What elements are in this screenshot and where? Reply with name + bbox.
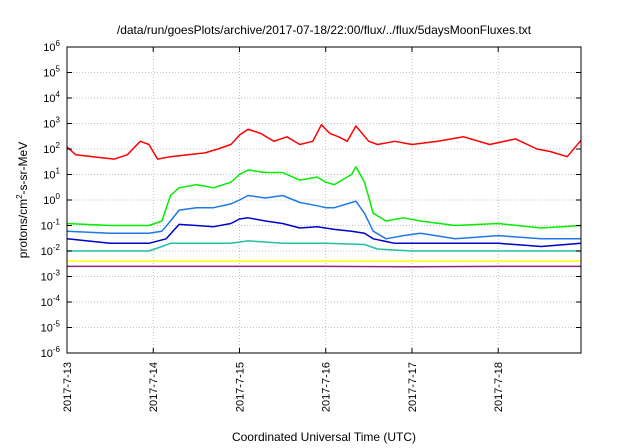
y-tick-label: 100 <box>43 192 60 207</box>
y-tick-exponent: 4 <box>56 90 61 99</box>
x-tick-label: 2017-7-18 <box>493 362 505 412</box>
series-line-4 <box>66 217 582 248</box>
y-tick-exponent: 3 <box>56 116 61 125</box>
y-tick-label: 10-6 <box>41 345 61 360</box>
y-tick-exponent: -6 <box>53 345 61 354</box>
y-tick-label: 10-1 <box>41 218 61 233</box>
tick-marks <box>66 46 581 354</box>
y-axis-label: protons/cm2-s-sr-MeV <box>15 142 30 258</box>
y-tick-exponent: 0 <box>56 192 61 201</box>
y-tick-label: 10-5 <box>41 320 61 335</box>
x-axis-label: Coordinated Universal Time (UTC) <box>232 430 416 444</box>
y-tick-exponent: 6 <box>56 39 61 48</box>
series-lines <box>66 123 582 268</box>
y-tick-exponent: -3 <box>53 269 61 278</box>
y-tick-exponent: 2 <box>56 141 61 150</box>
y-tick-base: 10 <box>41 272 53 284</box>
grid-lines <box>67 47 581 353</box>
y-tick-base: 10 <box>41 297 53 309</box>
y-tick-label: 10-2 <box>41 243 61 258</box>
y-tick-label: 104 <box>43 90 60 105</box>
y-tick-base: 10 <box>41 348 53 360</box>
y-tick-base: 10 <box>43 119 55 131</box>
series-line-2 <box>66 166 582 229</box>
series-line-1 <box>66 123 582 160</box>
x-tick-label: 2017-7-13 <box>62 362 74 412</box>
y-tick-label: 103 <box>43 116 60 131</box>
y-tick-base: 10 <box>43 93 55 105</box>
x-tick-label: 2017-7-16 <box>321 362 333 412</box>
x-tick-labels: 2017-7-13 2017-7-14 2017-7-15 2017-7-16 2017… <box>62 362 505 412</box>
y-tick-exponent: -4 <box>53 294 61 303</box>
y-tick-base: 10 <box>41 323 53 335</box>
y-tick-exponent: -2 <box>53 243 61 252</box>
chart-title: /data/run/goesPlots/archive/2017-07-18/2… <box>117 23 532 37</box>
y-tick-exponent: -1 <box>53 218 61 227</box>
series-line-3 <box>66 194 581 240</box>
y-tick-label: 105 <box>43 65 60 80</box>
y-tick-labels: 10-610-510-410-310-210-11001011021031041… <box>41 39 61 360</box>
x-tick-label: 2017-7-14 <box>148 362 160 412</box>
series-line-5 <box>67 240 581 252</box>
y-tick-base: 10 <box>43 170 55 182</box>
y-tick-base: 10 <box>43 42 55 54</box>
y-tick-exponent: 5 <box>56 65 61 74</box>
x-tick-label: 2017-7-17 <box>407 362 419 412</box>
y-tick-label: 10-3 <box>41 269 61 284</box>
y-tick-label: 101 <box>43 167 60 182</box>
x-tick-label: 2017-7-15 <box>234 362 246 412</box>
y-tick-base: 10 <box>43 144 55 156</box>
y-tick-label: 102 <box>43 141 60 156</box>
y-tick-exponent: -5 <box>53 320 61 329</box>
y-tick-label: 10-4 <box>41 294 61 309</box>
y-tick-exponent: 1 <box>56 167 61 176</box>
y-tick-base: 10 <box>41 221 53 233</box>
y-tick-base: 10 <box>41 246 53 258</box>
y-tick-base: 10 <box>43 68 55 80</box>
y-tick-base: 10 <box>43 195 55 207</box>
plot-frame <box>66 46 582 354</box>
y-tick-label: 106 <box>43 39 60 54</box>
